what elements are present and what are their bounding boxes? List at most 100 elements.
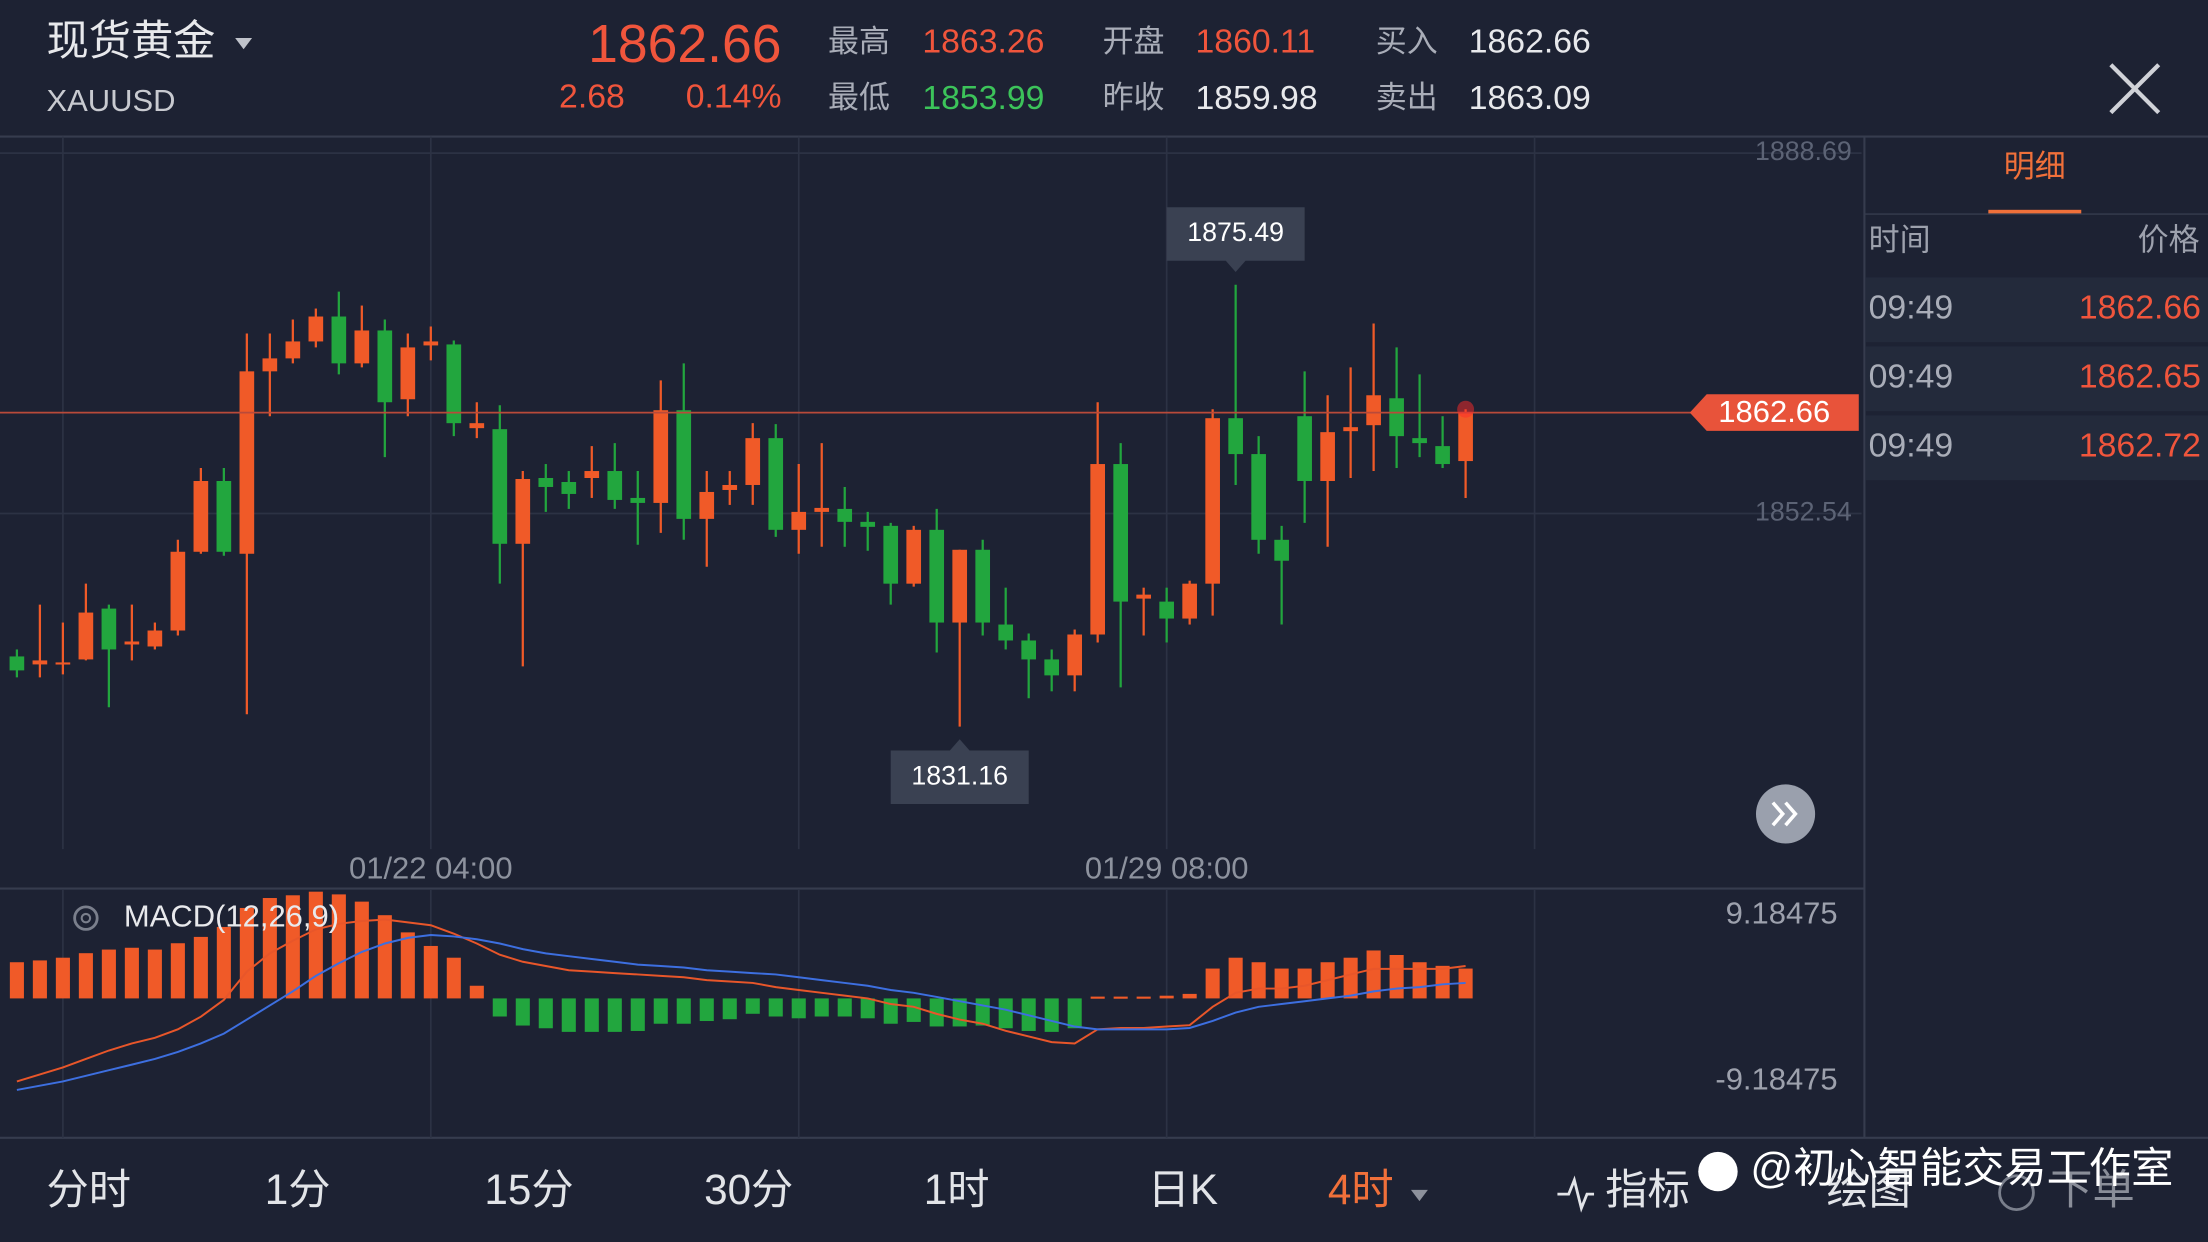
candle-body: [1435, 446, 1450, 465]
order-icon[interactable]: [1998, 1174, 2035, 1212]
period-tab[interactable]: 30分: [704, 1166, 793, 1213]
order-button[interactable]: 下单: [2050, 1166, 2134, 1213]
histogram-bar: [1159, 995, 1174, 999]
scroll-latest-button[interactable]: [1755, 784, 1816, 844]
macd-line: [16, 918, 1466, 1083]
instrument-code: XAUUSD: [46, 83, 175, 118]
histogram-bar: [515, 998, 530, 1026]
histogram-bar: [32, 960, 47, 999]
period-tab[interactable]: 15分: [484, 1166, 573, 1213]
candle-body: [446, 344, 462, 424]
period-tab-active[interactable]: 4时: [1328, 1166, 1394, 1213]
draw-button[interactable]: 绘图: [1826, 1166, 1910, 1213]
histogram-bar: [1412, 962, 1427, 999]
histogram-bar: [837, 998, 852, 1017]
x-tick-label: 01/22 04:00: [349, 850, 513, 885]
histogram-bar: [630, 998, 645, 1031]
histogram-bar: [1274, 968, 1289, 999]
histogram-bar: [124, 947, 139, 999]
candle-body: [561, 481, 577, 494]
candle-body: [998, 624, 1014, 641]
candle-body: [1021, 640, 1037, 660]
histogram-bar: [1136, 996, 1151, 999]
histogram-bar: [216, 926, 231, 999]
candle-body: [1044, 659, 1060, 676]
row-background: [1865, 415, 2208, 481]
macd-settings-icon[interactable]: [73, 905, 99, 931]
x-tick-label: 01/29 08:00: [1085, 850, 1249, 885]
candle-body: [607, 471, 623, 500]
candle-body: [768, 438, 784, 530]
row-background: [1865, 277, 2208, 343]
histogram-bar: [1067, 998, 1082, 1029]
candle-body: [308, 316, 324, 342]
period-tab[interactable]: 分时: [46, 1166, 130, 1213]
dropdown-arrow[interactable]: [235, 38, 253, 50]
detail-list: 09:49 1862.66 09:49 1862.65 09:49 1862.72: [1865, 277, 2208, 481]
histogram-bar: [791, 998, 806, 1019]
candle-body: [377, 330, 393, 403]
column-header: 价格: [2138, 222, 2200, 257]
histogram-bar: [929, 998, 944, 1027]
candle-body: [630, 497, 646, 503]
y-tick-label: 1888.69: [1755, 136, 1852, 166]
candle-body: [1159, 601, 1174, 619]
candle-body: [101, 608, 117, 650]
plot: 1888.69 1852.54 01/22 04:00 01/29 08:00 1862…: [0, 136, 1859, 1097]
histogram-bar: [998, 998, 1013, 1029]
candle-body: [1182, 583, 1197, 619]
candle-body: [1136, 594, 1151, 599]
candle-body: [538, 478, 554, 487]
candle-body: [262, 358, 278, 372]
histogram-bar: [377, 915, 392, 999]
watermark-logo: [1698, 1151, 1738, 1192]
candle-body: [78, 612, 94, 660]
dropdown-arrow[interactable]: [1410, 1189, 1428, 1202]
candle-body: [1113, 464, 1128, 602]
button-icon[interactable]: [1771, 801, 1798, 827]
candle-body: [1366, 395, 1381, 426]
gear[interactable]: [73, 905, 99, 931]
button-circle[interactable]: [1755, 784, 1816, 844]
buy-label: 买入: [1376, 24, 1438, 59]
histogram-bar: [906, 998, 921, 1022]
low-label: 最低: [828, 80, 890, 115]
candle-body: [1228, 418, 1243, 455]
indicator-icon[interactable]: [1557, 1175, 1595, 1213]
period-tab[interactable]: 1时: [924, 1166, 990, 1213]
row-time: 09:49: [1869, 289, 1954, 327]
candle-body: [1458, 412, 1473, 462]
histogram-bar: [1343, 957, 1358, 999]
last-price-glow: [1457, 400, 1475, 418]
histogram-bar: [1090, 996, 1105, 999]
histogram-bar: [78, 953, 93, 999]
last-price: 1862.66: [588, 15, 781, 74]
indicator-button[interactable]: 指标: [1605, 1166, 1689, 1213]
detail-tab[interactable]: 明细: [2004, 149, 2066, 184]
histogram-bar: [1205, 968, 1220, 999]
histogram-bar: [1435, 965, 1450, 999]
instrument-name[interactable]: 现货黄金: [46, 17, 215, 64]
min-label: 1831.16: [911, 760, 1008, 790]
candle-body: [1412, 438, 1427, 444]
histogram-bar: [538, 998, 553, 1029]
candle-body: [1205, 418, 1220, 584]
period-tab[interactable]: 日K: [1148, 1166, 1218, 1213]
histogram-bar: [768, 998, 783, 1017]
histogram-bar: [354, 901, 369, 999]
histogram-bar: [101, 949, 116, 999]
open-label: 开盘: [1103, 24, 1165, 59]
histogram-bar: [170, 943, 185, 999]
low-value: 1853.99: [922, 79, 1044, 117]
gear-center[interactable]: [80, 912, 92, 924]
candle-body: [492, 429, 508, 544]
candle-body: [1274, 539, 1289, 561]
histogram-bar: [1389, 954, 1404, 999]
row-price: 1862.72: [2079, 427, 2201, 465]
row-background: [1865, 346, 2208, 412]
close-button[interactable]: [2109, 63, 2161, 115]
candle-body: [883, 525, 899, 584]
period-tab[interactable]: 1分: [265, 1166, 331, 1213]
candle-body: [1389, 398, 1404, 437]
